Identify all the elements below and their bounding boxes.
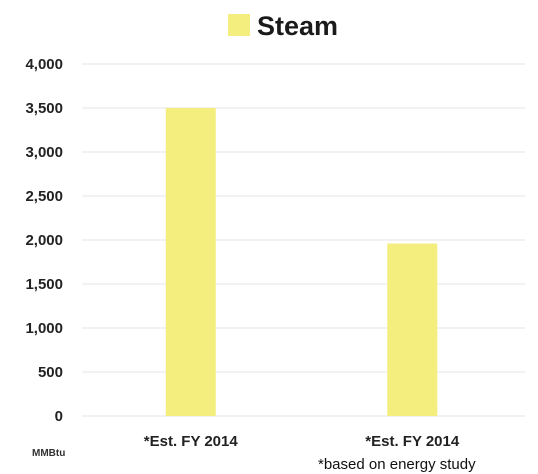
- gridlines: [82, 63, 525, 417]
- x-category-label: *Est. FY 2014: [144, 433, 239, 450]
- y-tick-label: 4,000: [25, 56, 63, 73]
- y-axis-unit-label: MMBtu: [32, 448, 65, 459]
- bars: [165, 108, 438, 416]
- x-axis-category-labels: *Est. FY 2014 *Est. FY 2014: [144, 433, 460, 450]
- y-tick-label: 2,500: [25, 188, 63, 205]
- y-tick-label: 1,500: [25, 276, 63, 293]
- bar: [387, 243, 438, 416]
- chart-legend: Steam: [228, 11, 338, 41]
- legend-swatch-steam: [228, 14, 250, 36]
- y-axis-tick-labels: 0 500 1,000 1,500 2,000 2,500 3,000 3,500 4,000: [25, 56, 63, 425]
- footnote: *based on energy study: [318, 456, 476, 473]
- y-tick-label: 1,000: [25, 320, 63, 337]
- y-tick-label: 0: [55, 408, 63, 425]
- y-tick-label: 2,000: [25, 232, 63, 249]
- y-tick-label: 3,500: [25, 100, 63, 117]
- y-tick-label: 3,000: [25, 144, 63, 161]
- legend-label-steam: Steam: [257, 11, 338, 41]
- y-tick-label: 500: [38, 364, 63, 381]
- bar: [165, 108, 216, 416]
- x-category-label: *Est. FY 2014: [365, 433, 460, 450]
